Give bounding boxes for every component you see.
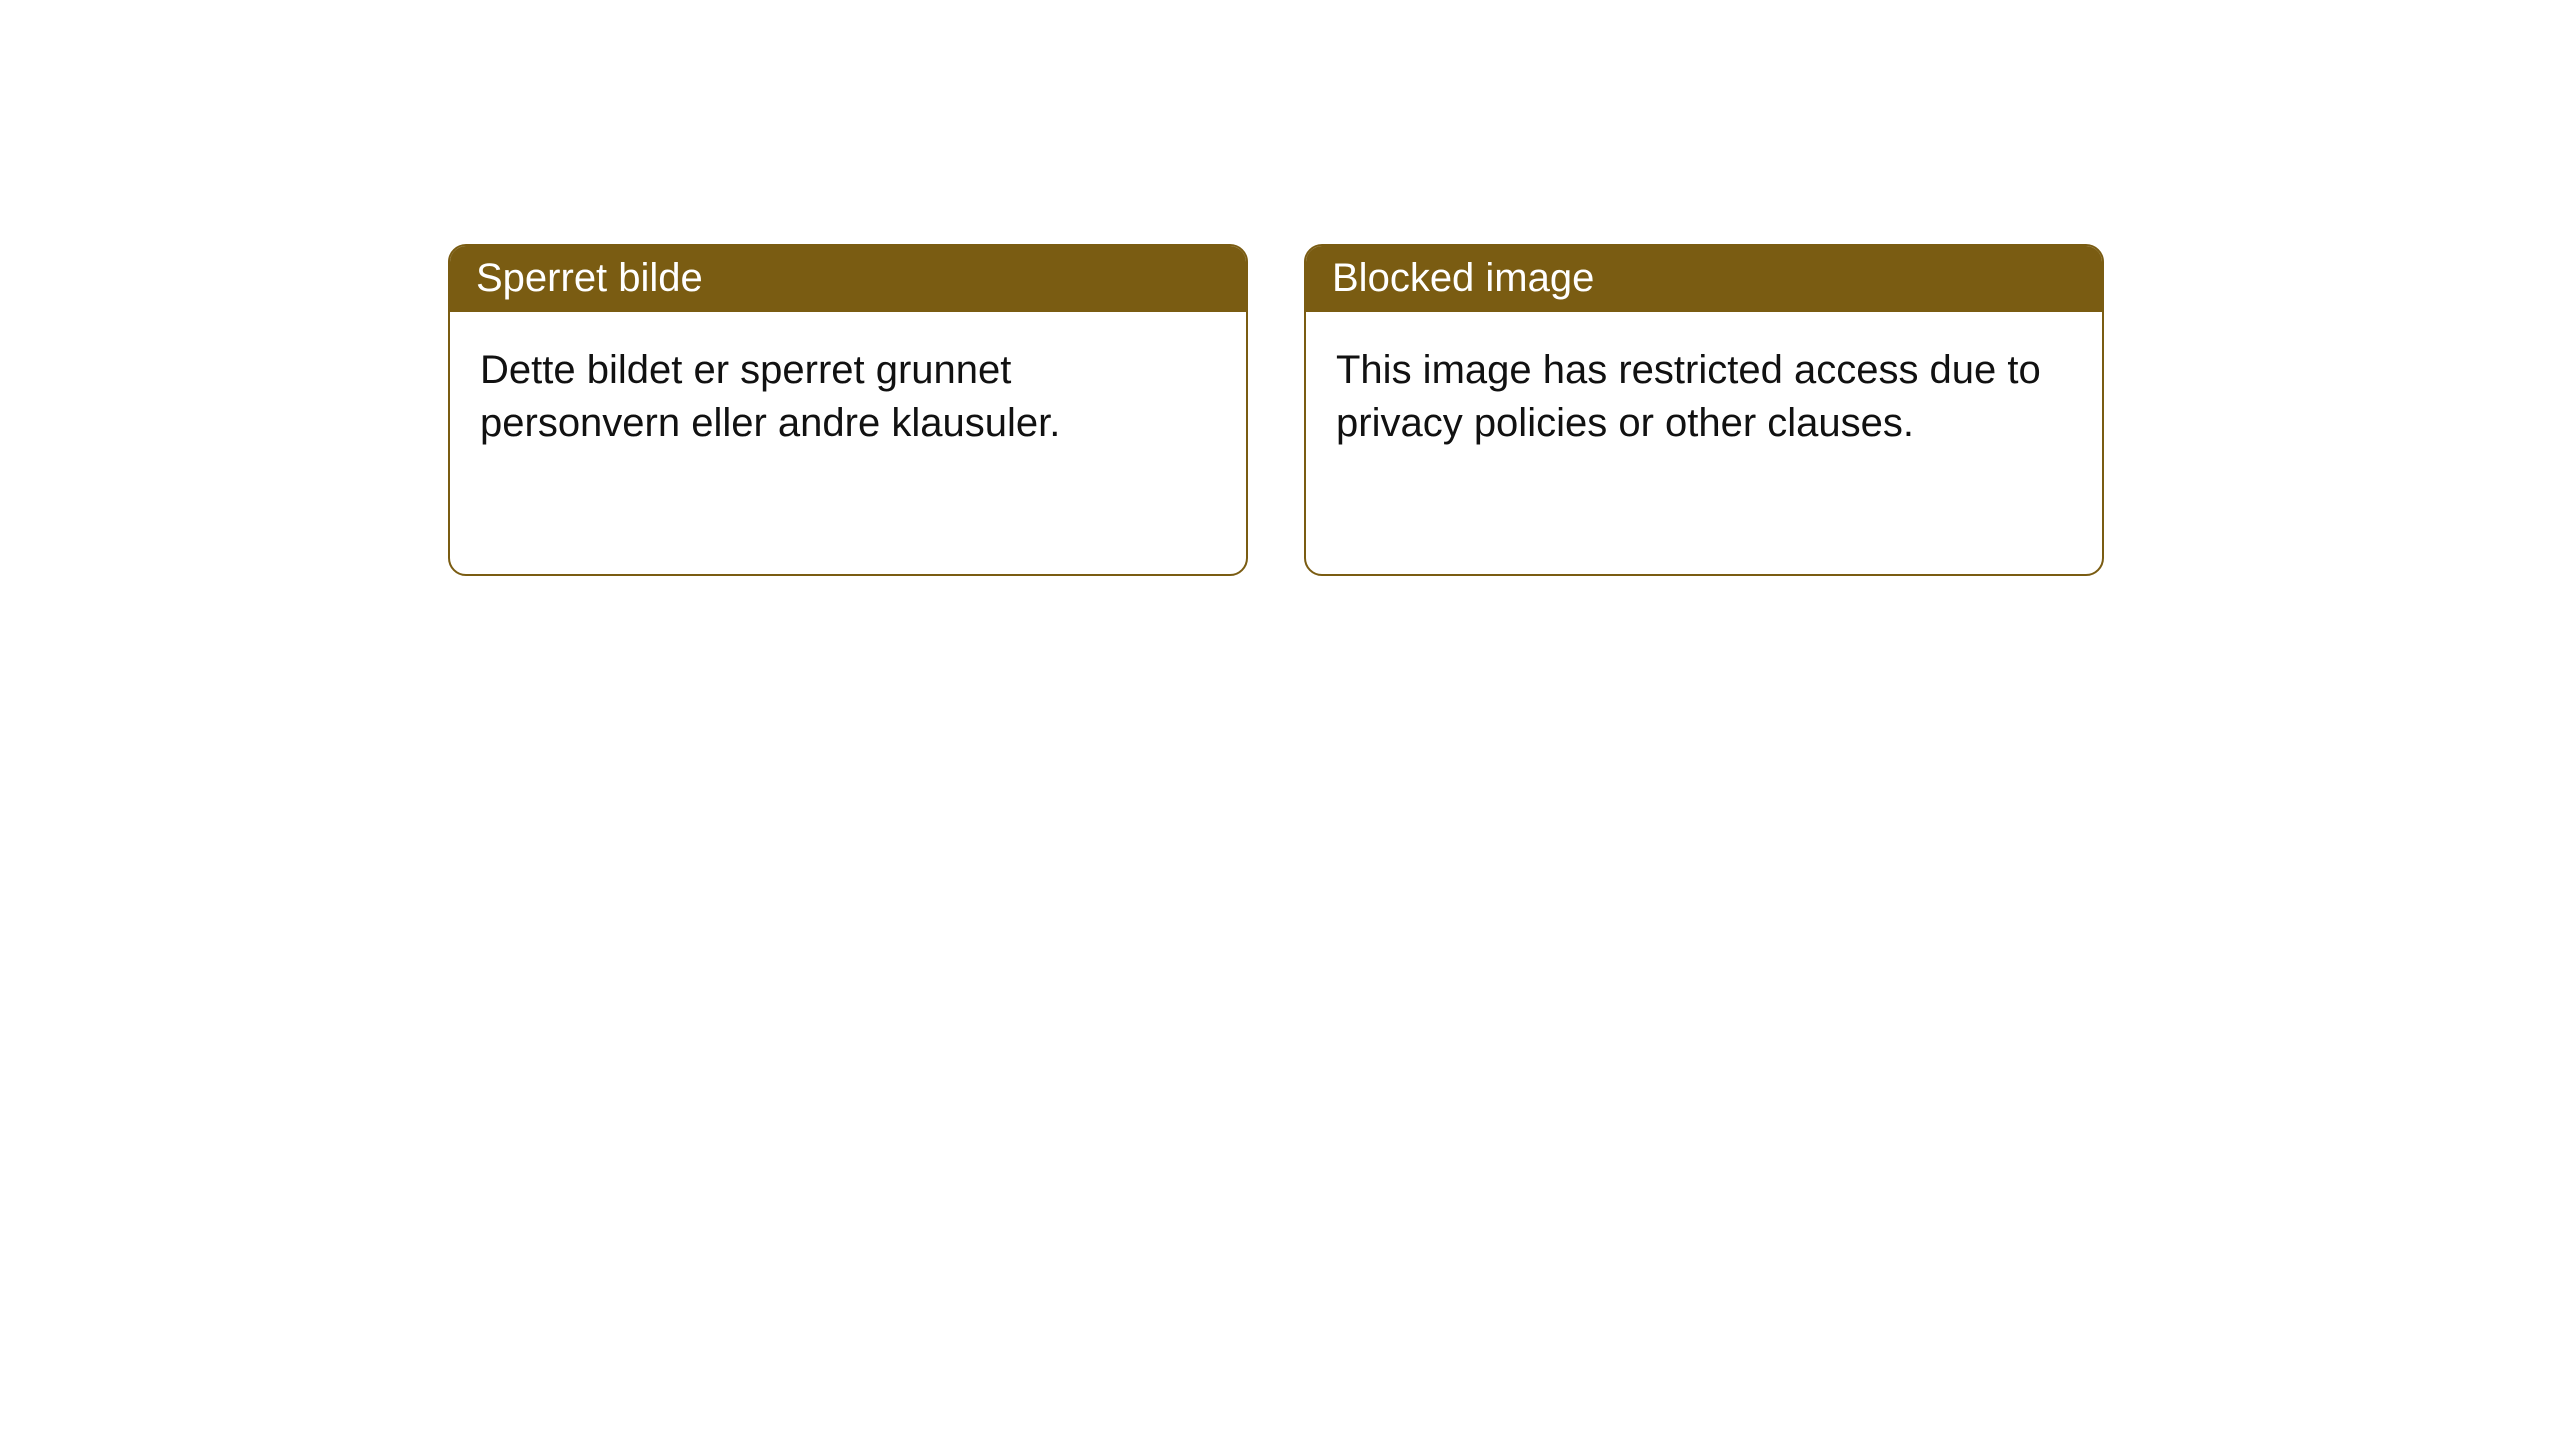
blocked-image-card-no: Sperret bilde Dette bildet er sperret gr… <box>448 244 1248 576</box>
card-body-no: Dette bildet er sperret grunnet personve… <box>450 312 1246 460</box>
card-header-no: Sperret bilde <box>450 246 1246 312</box>
card-header-en: Blocked image <box>1306 246 2102 312</box>
blocked-image-card-en: Blocked image This image has restricted … <box>1304 244 2104 576</box>
card-body-en: This image has restricted access due to … <box>1306 312 2102 460</box>
notice-container: Sperret bilde Dette bildet er sperret gr… <box>0 0 2560 576</box>
